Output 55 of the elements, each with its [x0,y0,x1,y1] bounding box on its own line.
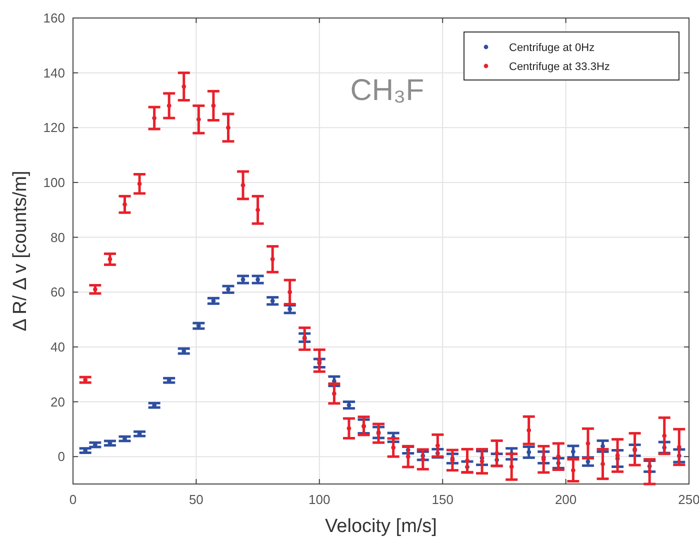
point [420,457,426,462]
y-tick-label: 100 [43,174,65,190]
y-axis-title: Δ R/ Δ v [counts/m] [10,170,31,332]
point [317,358,322,363]
x-axis-title: Velocity [m/s] [325,516,437,537]
point [152,116,157,120]
annotation: CH₃F [350,74,424,107]
point [526,428,532,432]
x-tick-label: 50 [188,492,204,507]
point [556,454,561,459]
point [270,257,275,262]
point [196,117,201,122]
point [526,450,532,454]
x-tick-label: 0 [69,492,77,507]
point [108,257,112,262]
x-tick-label: 250 [678,492,699,507]
point [332,391,336,396]
point [240,183,246,188]
x-tick-label: 100 [308,492,330,507]
point [494,451,500,456]
point [615,453,620,458]
point [435,443,440,448]
legend-label: Centrifuge at 0Hz [509,42,595,54]
point [211,104,216,108]
point [226,125,230,130]
point [256,208,260,212]
x-tick-label: 200 [554,492,577,507]
point [600,462,605,466]
y-tick-label: 60 [50,284,65,300]
y-tick-label: 120 [43,120,65,136]
point [480,459,484,464]
legend-label: Centrifuge at 33.3Hz [509,61,610,73]
point [570,449,576,454]
x-tick-label: 150 [432,492,454,507]
point [391,445,396,450]
y-tick-label: 80 [50,230,65,245]
point [346,426,352,431]
point [137,182,142,186]
y-tick-label: 0 [58,449,65,464]
point [647,469,652,474]
point [465,458,470,463]
point [676,444,682,450]
point [406,454,410,459]
point [570,468,576,472]
point [509,464,514,469]
point [166,104,172,108]
point [122,202,127,207]
y-tick-label: 160 [43,10,65,26]
point [662,434,667,438]
y-tick-label: 20 [50,394,65,410]
point [586,441,590,446]
y-tick-label: 140 [43,65,65,80]
y-tick-label: 40 [50,339,65,354]
point [288,290,292,294]
point [182,84,186,89]
